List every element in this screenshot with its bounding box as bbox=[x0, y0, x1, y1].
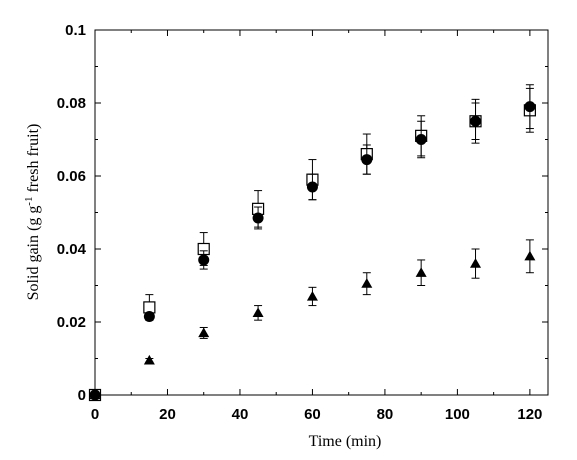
filled-triangle-marker bbox=[524, 250, 536, 261]
y-axis-title: Solid gain (g g-1 fresh fruit) bbox=[23, 124, 42, 301]
x-tick-labels: 0 20 40 60 80 100 120 bbox=[91, 406, 543, 423]
y-axis-title-main: Solid gain (g g bbox=[25, 206, 42, 301]
x-tick-label: 20 bbox=[159, 406, 176, 423]
y-tick-label: 0.04 bbox=[57, 241, 87, 258]
filled-circle-marker bbox=[306, 181, 318, 193]
filled-triangle-marker bbox=[143, 354, 155, 365]
filled-triangle-marker bbox=[252, 307, 264, 317]
x-axis-title: Time (min) bbox=[309, 433, 382, 450]
x-tick-label: 60 bbox=[304, 406, 321, 423]
filled-circle-marker bbox=[252, 212, 264, 224]
x-tick-label: 40 bbox=[232, 406, 249, 423]
filled-triangle-marker bbox=[306, 290, 318, 301]
filled-circle-marker bbox=[361, 154, 373, 166]
filled-circle-marker bbox=[143, 311, 155, 323]
filled-triangle-marker bbox=[415, 267, 427, 277]
y-tick-label: 0 bbox=[78, 387, 86, 404]
filled-triangle-marker bbox=[470, 258, 482, 268]
y-axis-title-rest: fresh fruit) bbox=[25, 124, 42, 197]
filled-circle-marker bbox=[524, 101, 536, 113]
filled-triangle-marker bbox=[198, 327, 210, 338]
plot-frame bbox=[94, 29, 549, 396]
x-tick-label: 80 bbox=[377, 406, 394, 423]
y-tick-label: 0.08 bbox=[57, 95, 86, 112]
filled-triangle-marker bbox=[89, 389, 101, 400]
y-tick-label: 0.02 bbox=[57, 314, 86, 331]
filled-circle-marker bbox=[415, 134, 427, 145]
y-axis-title-superscript: -1 bbox=[23, 197, 35, 206]
x-tick-label: 100 bbox=[445, 406, 470, 423]
data-points bbox=[88, 84, 536, 402]
y-tick-label: 0.1 bbox=[65, 22, 86, 39]
x-tick-label: 120 bbox=[517, 406, 542, 423]
y-tick-labels: 0 0.02 0.04 0.06 0.08 0.1 bbox=[57, 22, 87, 404]
filled-triangle-marker bbox=[361, 278, 373, 288]
axis-ticks bbox=[94, 29, 548, 396]
filled-circle-marker bbox=[470, 115, 482, 127]
y-tick-label: 0.06 bbox=[57, 168, 86, 185]
filled-circle-marker bbox=[198, 254, 210, 266]
x-tick-label: 0 bbox=[91, 406, 99, 423]
